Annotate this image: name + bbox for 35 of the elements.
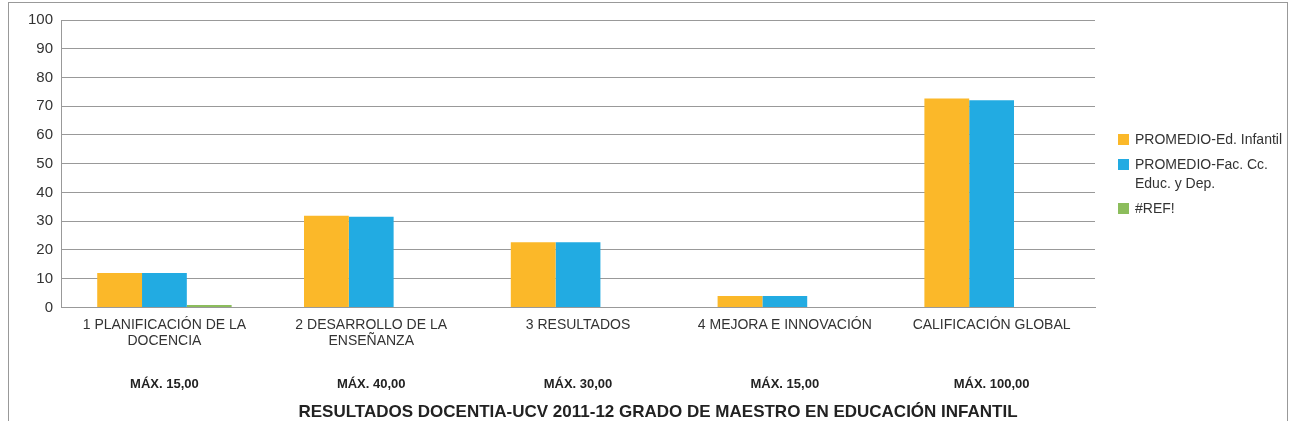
y-tick-label: 10 — [36, 268, 54, 286]
text: RESULTADOS DOCENTIA-UCV 2011-12 GRADO DE MAESTRO EN EDUCACIÓN INFANTIL — [298, 402, 1018, 421]
y-tick-label: 0 — [44, 297, 54, 315]
text: MÁX. 30,00 — [543, 375, 613, 391]
x-tick-label: 1 PLANIFICACIÓN DE LA DOCENCIA — [82, 315, 247, 349]
bar — [717, 295, 763, 307]
legend-label: #REF! — [1135, 199, 1175, 218]
legend-label: PROMEDIO-Ed. Infantil — [1135, 130, 1283, 149]
bar — [142, 272, 187, 307]
bar — [97, 272, 143, 307]
bar — [304, 215, 349, 307]
y-tick-label: 100 — [28, 10, 54, 28]
x-tick-label: 2 DESARROLLO DE LA ENSEÑANZA — [295, 315, 448, 349]
bar — [510, 242, 556, 307]
y-tick-label: 20 — [36, 240, 54, 258]
bar — [969, 100, 1015, 307]
x-tick-label: 3 RESULTADOS — [525, 315, 631, 332]
bar — [762, 295, 808, 307]
text: MÁX. 15,00 — [750, 375, 820, 391]
text: MÁX. 15,00 — [130, 375, 199, 391]
y-tick-label: 40 — [36, 182, 54, 200]
legend-label: PROMEDIO-Fac. Cc. Educ. y Dep. — [1135, 155, 1269, 193]
x-tick-label: 4 MEJORA E INNOVACIÓN — [697, 315, 872, 332]
y-tick-label: 30 — [36, 211, 54, 229]
text: MÁX. 100,00 — [953, 375, 1030, 391]
bar — [555, 242, 601, 307]
text: MÁX. 40,00 — [336, 375, 406, 391]
bar — [348, 216, 394, 307]
y-tick-label: 50 — [36, 153, 54, 171]
y-tick-label: 70 — [36, 96, 54, 114]
y-tick-label: 60 — [36, 125, 54, 143]
x-tick-label: CALIFICACIÓN GLOBAL — [912, 315, 1071, 332]
bar — [924, 98, 970, 307]
y-tick-label: 90 — [36, 38, 54, 56]
y-tick-label: 80 — [36, 67, 54, 85]
